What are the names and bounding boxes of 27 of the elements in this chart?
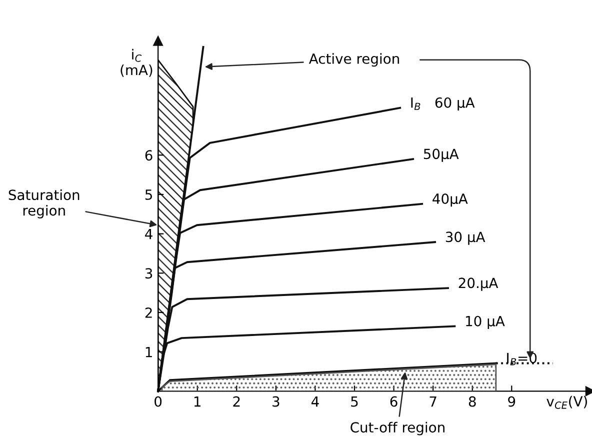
- y-tick-label: 6: [145, 150, 152, 161]
- series-label: 20.μA: [458, 278, 498, 291]
- text: I$_{B}$ 60 μA: [411, 97, 475, 111]
- x-tick-label: 8: [468, 396, 476, 407]
- y-axis-title: i$_{C}$ (mA): [120, 48, 152, 77]
- text: Saturation region: [8, 189, 80, 218]
- series-label: 40μA: [432, 193, 468, 207]
- y-tick-label: 3: [145, 268, 152, 279]
- x-axis-title: v$_{CE}$(V): [546, 396, 587, 409]
- x-tick-label: 2: [233, 396, 240, 407]
- y-tick-label: 1: [146, 346, 152, 358]
- x-tick-label: 4: [311, 396, 319, 407]
- annotation: Active region: [308, 53, 399, 67]
- x-tick-label: 7: [430, 396, 436, 407]
- x-tick-label: 5: [351, 396, 358, 407]
- x-tick-label: 3: [272, 396, 280, 407]
- x-tick-label: 1: [194, 396, 200, 407]
- annotation: Cut-off region: [350, 422, 444, 436]
- y-tick-label: 2: [145, 307, 152, 318]
- x-tick-label: 0: [154, 396, 162, 407]
- y-tick-label: 4: [145, 228, 152, 240]
- series-label: 30 μA: [446, 232, 486, 245]
- x-tick-label: 6: [390, 396, 398, 407]
- x-tick-label: 9: [508, 396, 516, 407]
- series-label: 10 μA: [466, 316, 505, 330]
- series-label: 50μA: [424, 148, 459, 162]
- y-tick-label: 5: [145, 190, 152, 200]
